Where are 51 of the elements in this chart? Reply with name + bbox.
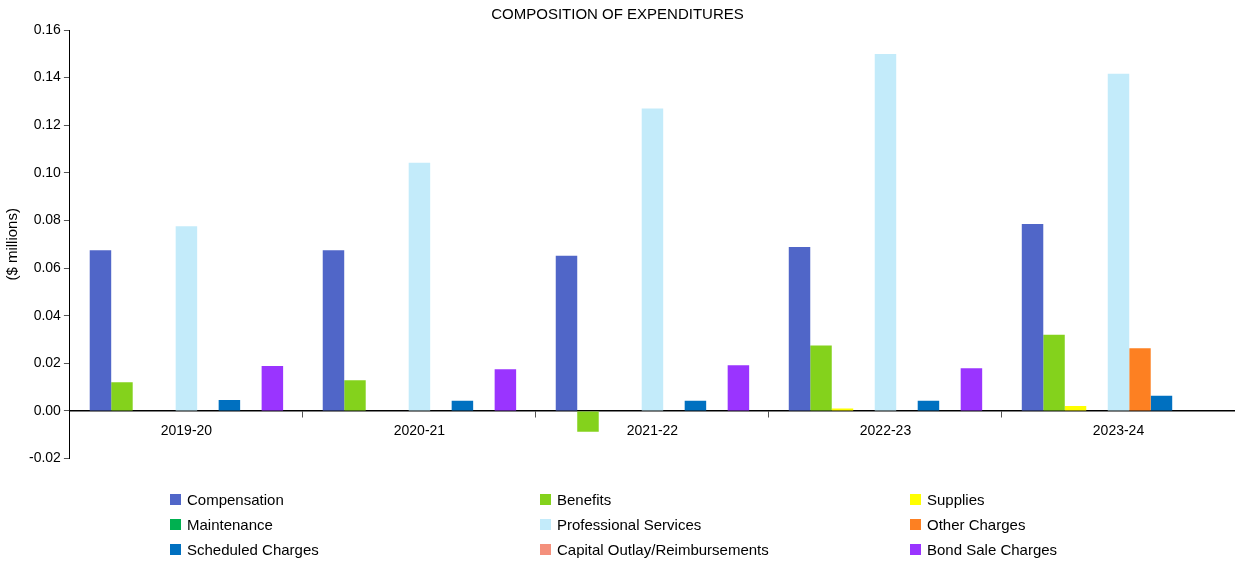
y-tick-label: 0.02 — [33, 354, 62, 371]
legend-label: Other Charges — [927, 516, 1026, 533]
legend-label: Capital Outlay/Reimbursements — [557, 541, 769, 558]
y-tick-label: 0.06 — [33, 258, 62, 275]
x-tick-label: 2021-22 — [626, 422, 679, 439]
bar — [641, 108, 664, 411]
bar — [218, 400, 241, 411]
bar — [261, 365, 284, 411]
y-tick-label: 0.00 — [33, 401, 62, 418]
legend-label: Scheduled Charges — [187, 541, 319, 558]
x-tick-label: 2023-24 — [1092, 422, 1145, 439]
bar — [917, 400, 940, 411]
bar — [788, 246, 811, 411]
bar — [89, 250, 112, 411]
x-tick-label: 2020-21 — [393, 422, 446, 439]
y-tick-label: -0.02 — [28, 449, 62, 466]
bar — [577, 411, 599, 432]
chart-title: COMPOSITION OF EXPENDITURES — [491, 5, 744, 23]
legend-label: Professional Services — [557, 516, 702, 533]
bar — [344, 380, 366, 411]
bar — [1021, 224, 1044, 411]
legend-label: Maintenance — [187, 516, 273, 533]
x-tick-label: 2019-20 — [160, 422, 213, 439]
bar — [874, 54, 897, 411]
bar — [408, 162, 431, 411]
legend-label: Benefits — [557, 491, 612, 508]
bar — [684, 400, 707, 411]
x-tick-label: 2022-23 — [859, 422, 912, 439]
bar — [1107, 73, 1130, 411]
y-tick-label: 0.16 — [33, 20, 62, 37]
bar — [1150, 395, 1173, 411]
y-tick-label: 0.10 — [33, 163, 62, 180]
bar — [175, 226, 198, 411]
y-axis-title: ($ millions) — [3, 208, 21, 281]
legend-label: Supplies — [927, 491, 985, 508]
bar — [727, 365, 750, 411]
y-tick-label: 0.12 — [33, 116, 62, 133]
bar — [960, 368, 983, 411]
bar — [1043, 334, 1065, 411]
bar — [494, 369, 517, 411]
bar — [1129, 348, 1151, 411]
y-tick-label: 0.04 — [33, 306, 62, 323]
bar — [322, 250, 345, 411]
legend-label: Bond Sale Charges — [927, 541, 1058, 558]
y-tick-label: 0.08 — [33, 211, 62, 228]
bar — [555, 255, 578, 411]
bar — [111, 382, 133, 411]
legend-label: Compensation — [187, 491, 284, 508]
bar — [451, 400, 474, 411]
y-tick-label: 0.14 — [33, 68, 62, 85]
bar — [810, 345, 832, 411]
